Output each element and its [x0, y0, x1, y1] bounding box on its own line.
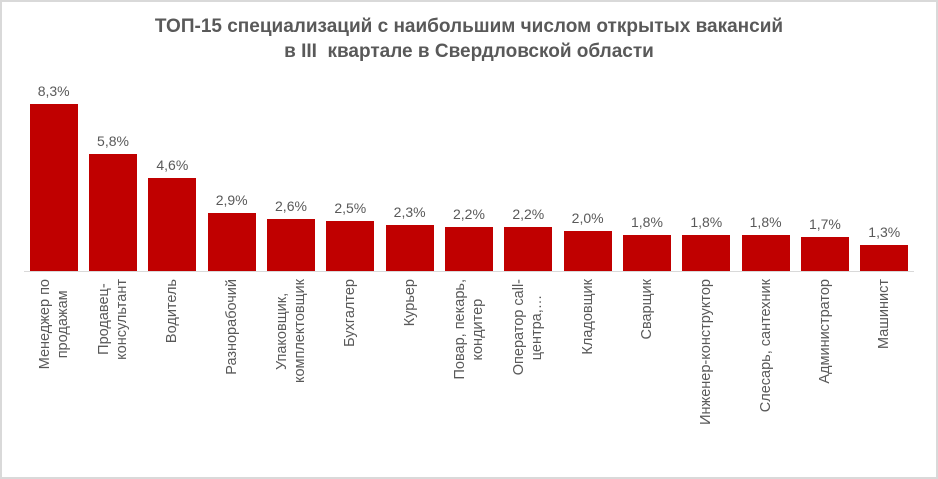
value-label: 1,8%: [690, 214, 723, 231]
bar-column: 2,6%: [261, 66, 320, 272]
category-cell: Кладовщик: [558, 272, 617, 471]
bar: [682, 235, 731, 272]
category-cell: Водитель: [143, 272, 202, 471]
category-cell: Повар, пекарь, кондитер: [439, 272, 498, 471]
category-row: Менеджер по продажам Продавец- консультан…: [24, 272, 914, 471]
bar-column: 2,5%: [321, 66, 380, 272]
chart-title: ТОП-15 специализаций с наибольшим числом…: [154, 16, 784, 63]
bar: [148, 178, 197, 272]
bar: [207, 213, 256, 272]
bar-column: 8,3%: [24, 66, 83, 272]
plot-area: 8,3% 5,8% 4,6% 2,9% 2,6% 2,5% 2,3% 2,2% 2,2% 2,0%…: [24, 66, 914, 471]
value-label: 1,8%: [749, 214, 782, 231]
category-label: Упаковщик, комплектовщик: [273, 279, 308, 384]
category-cell: Инженер-конструктор: [677, 272, 736, 471]
value-label: 1,8%: [630, 214, 663, 231]
value-label: 4,6%: [156, 157, 189, 174]
bar-column: 2,2%: [499, 66, 558, 272]
bar-column: 4,6%: [143, 66, 202, 272]
bar: [444, 227, 493, 272]
bar-column: 1,8%: [677, 66, 736, 272]
category-cell: Бухгалтер: [321, 272, 380, 471]
value-label: 2,3%: [393, 204, 426, 221]
category-cell: Продавец- консультант: [83, 272, 142, 471]
bar: [88, 154, 138, 272]
value-label: 2,2%: [453, 206, 485, 223]
bar-column: 1,8%: [617, 66, 676, 272]
category-label: Повар, пекарь, кондитер: [451, 279, 486, 380]
bar: [622, 235, 671, 272]
bar-column: 5,8%: [83, 66, 142, 272]
category-cell: Сварщик: [617, 272, 676, 471]
category-label: Оператор call- центра,…: [511, 279, 546, 376]
bar-column: 2,2%: [439, 66, 498, 272]
category-label: Кладовщик: [579, 279, 596, 355]
category-cell: Упаковщик, комплектовщик: [261, 272, 320, 471]
value-label: 2,6%: [275, 198, 307, 215]
value-label: 2,9%: [215, 192, 248, 209]
bar-column: 2,3%: [380, 66, 439, 272]
bar: [741, 235, 790, 272]
value-label: 2,5%: [334, 200, 367, 217]
category-label: Продавец- консультант: [95, 279, 130, 360]
category-label: Администратор: [816, 279, 833, 384]
bar-column: 1,8%: [736, 66, 795, 272]
value-label: 2,2%: [512, 206, 545, 223]
bar: [385, 225, 434, 272]
value-label: 1,7%: [808, 216, 841, 233]
value-label: 8,3%: [37, 83, 70, 100]
category-label: Менеджер по продажам: [36, 279, 71, 370]
bar-column: 1,7%: [795, 66, 854, 272]
bar: [563, 231, 612, 272]
bar: [504, 227, 553, 272]
category-label: Водитель: [164, 279, 181, 344]
category-label: Сварщик: [638, 279, 655, 340]
bar-column: 1,3%: [855, 66, 914, 272]
category-label: Бухгалтер: [342, 279, 359, 347]
category-cell: Слесарь, сантехник: [736, 272, 795, 471]
bar: [326, 221, 375, 272]
value-label: 1,3%: [868, 224, 901, 241]
category-cell: Оператор call- центра,…: [499, 272, 558, 471]
bar-column: 2,9%: [202, 66, 261, 272]
bar: [860, 245, 909, 272]
value-label: 2,0%: [571, 210, 604, 227]
category-label: Машинист: [876, 279, 893, 350]
bar-column: 2,0%: [558, 66, 617, 272]
bar: [266, 219, 315, 272]
value-label: 5,8%: [97, 133, 129, 150]
category-label: Разнорабочий: [223, 279, 240, 375]
category-cell: Администратор: [795, 272, 854, 471]
category-cell: Машинист: [855, 272, 914, 471]
category-label: Слесарь, сантехник: [757, 279, 774, 413]
category-cell: Разнорабочий: [202, 272, 261, 471]
bars-row: 8,3% 5,8% 4,6% 2,9% 2,6% 2,5% 2,3% 2,2% 2,2% 2,0%…: [24, 66, 914, 273]
category-label: Инженер-конструктор: [698, 279, 715, 426]
category-label: Курьер: [401, 279, 418, 327]
category-cell: Курьер: [380, 272, 439, 471]
category-cell: Менеджер по продажам: [24, 272, 83, 471]
bar: [800, 237, 849, 272]
bar: [29, 104, 78, 272]
